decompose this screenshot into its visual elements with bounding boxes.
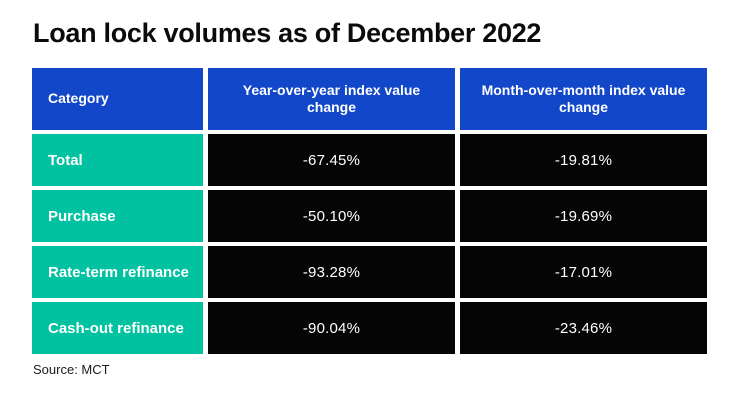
- row-category-purchase: Purchase: [32, 190, 203, 242]
- column-header-yoy: Year-over-year index value change: [208, 68, 455, 130]
- row-category-cash-out-refinance: Cash-out refinance: [32, 302, 203, 354]
- column-header-mom: Month-over-month index value change: [460, 68, 707, 130]
- row-category-rate-term-refinance: Rate-term refinance: [32, 246, 203, 298]
- row-cash-out-refinance-mom-value: -23.46%: [460, 302, 707, 354]
- row-category-total: Total: [32, 134, 203, 186]
- row-total-yoy-value: -67.45%: [208, 134, 455, 186]
- row-total-mom-value: -19.81%: [460, 134, 707, 186]
- page-title: Loan lock volumes as of December 2022: [33, 18, 542, 48]
- row-purchase-mom-value: -19.69%: [460, 190, 707, 242]
- row-purchase-yoy-value: -50.10%: [208, 190, 455, 242]
- row-cash-out-refinance-yoy-value: -90.04%: [208, 302, 455, 354]
- row-rate-term-refinance-yoy-value: -93.28%: [208, 246, 455, 298]
- source-note: Source: MCT: [33, 362, 110, 377]
- column-header-category: Category: [32, 68, 203, 130]
- loan-lock-table: Category Year-over-year index value chan…: [32, 68, 707, 354]
- row-rate-term-refinance-mom-value: -17.01%: [460, 246, 707, 298]
